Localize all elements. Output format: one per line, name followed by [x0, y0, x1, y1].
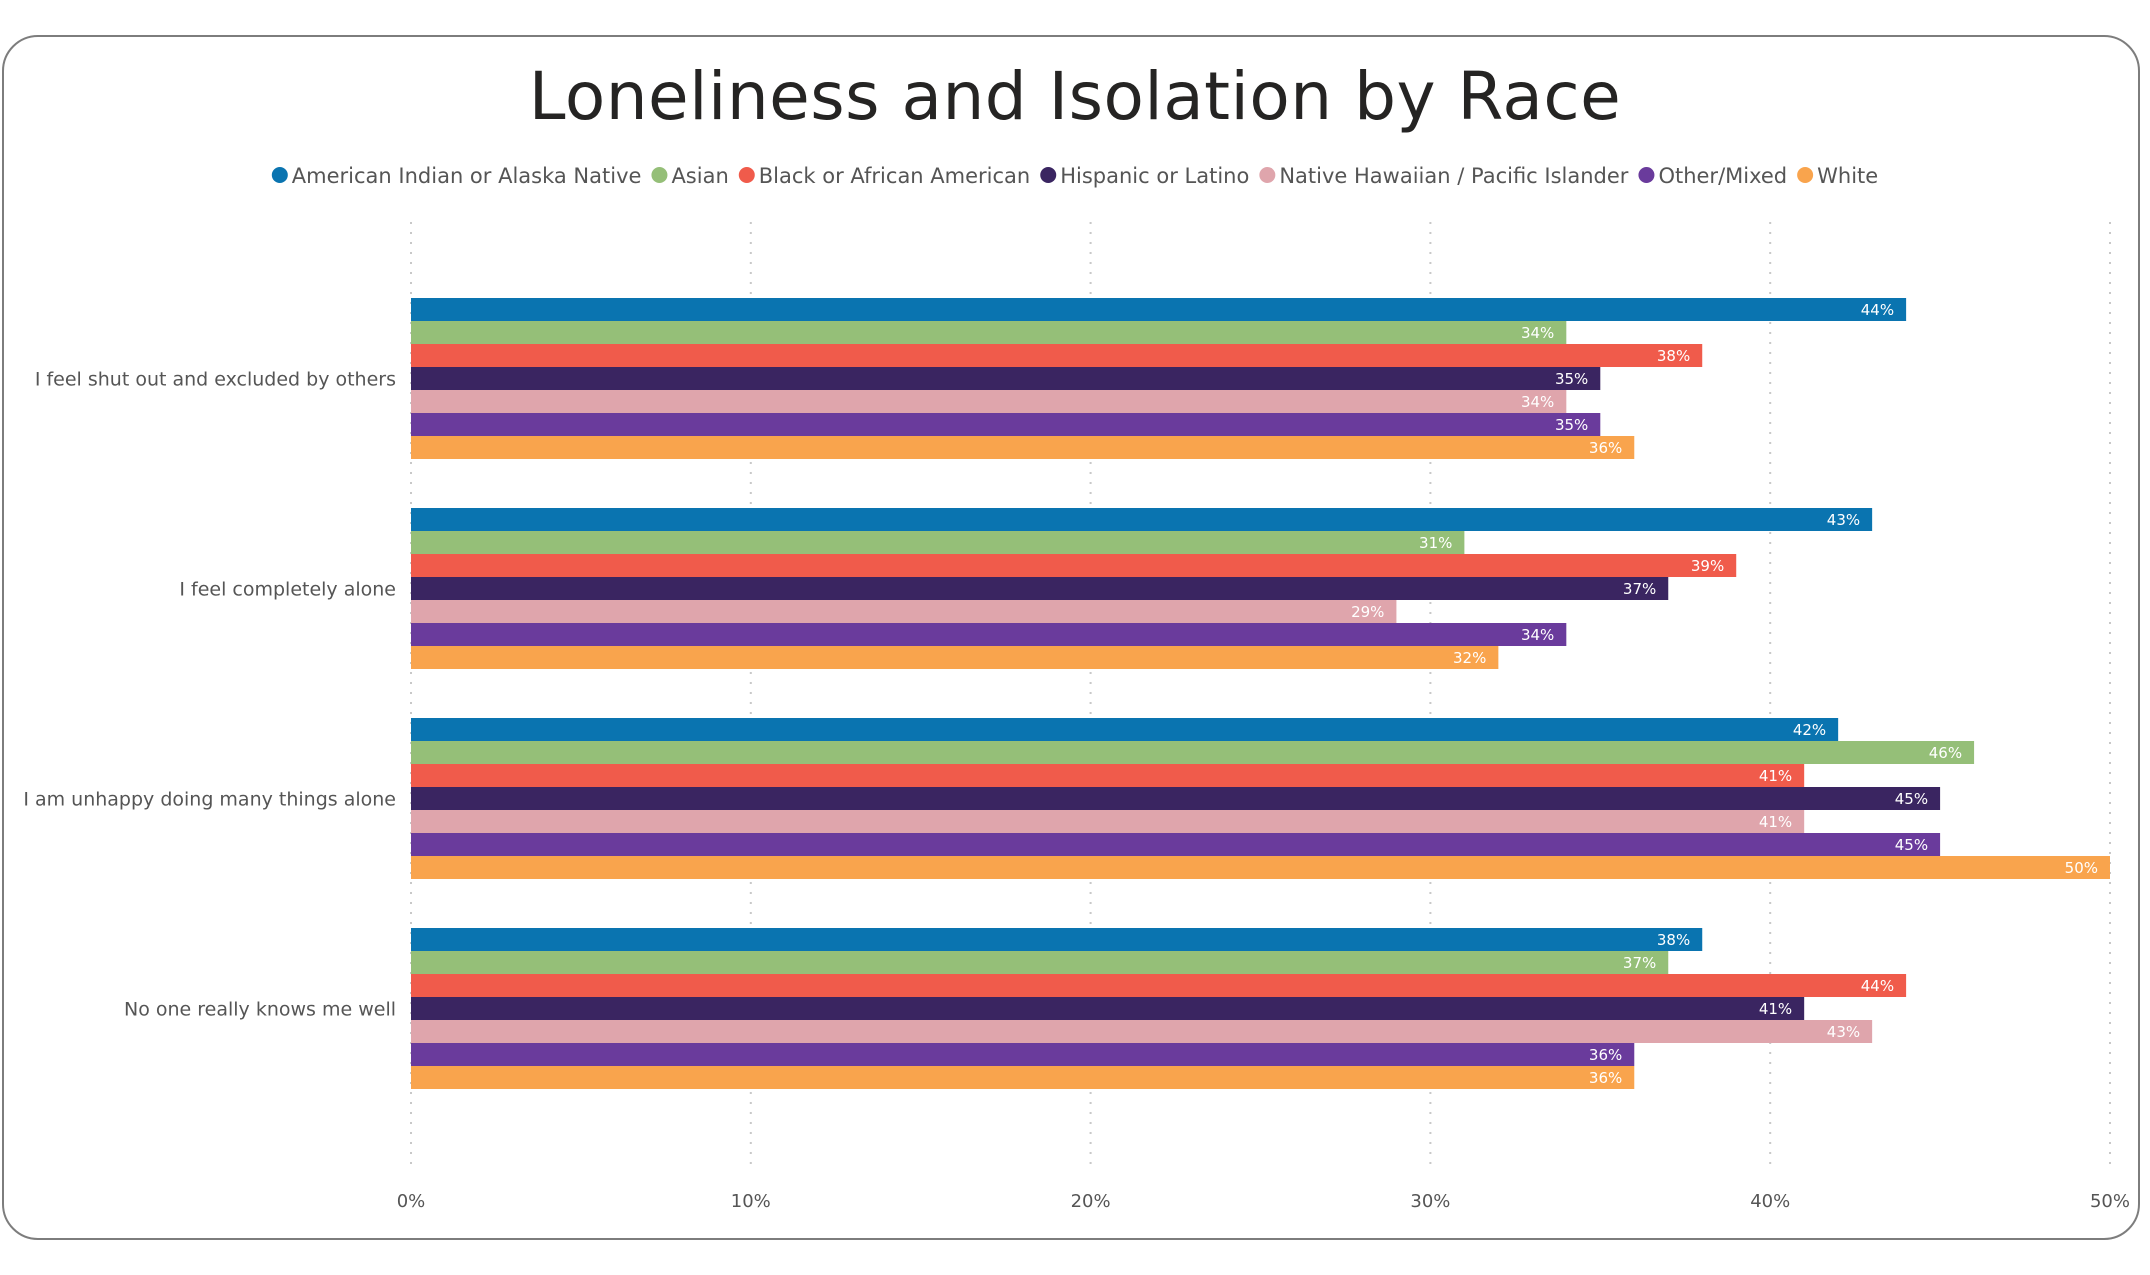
bar-group: 38%37% 44% 41% 43% 36% 36%	[411, 928, 1907, 1089]
x-tick-label: 30%	[1410, 1191, 1450, 1212]
data-label: 45%	[1895, 836, 1928, 854]
legend-label: American Indian or Alaska Native	[292, 164, 642, 188]
bar[interactable]	[411, 554, 1737, 577]
legend-item[interactable]: Native Hawaiian / Pacific Islander	[1259, 164, 1629, 188]
data-label: 41%	[1759, 1000, 1792, 1018]
bar[interactable]	[411, 1020, 1873, 1043]
data-label: 50%	[2065, 859, 2098, 877]
bar[interactable]	[411, 810, 1805, 833]
data-label: 36%	[1589, 1046, 1622, 1064]
category-labels: I feel shut out and excluded by others I …	[23, 369, 396, 1021]
bar[interactable]	[411, 531, 1465, 554]
data-label: 38%	[1657, 931, 1690, 949]
legend-item[interactable]: White	[1797, 164, 1878, 188]
category-label: I feel shut out and excluded by others	[35, 369, 396, 391]
bar-group: 44%34%38%35%34%35%36%	[411, 298, 1907, 459]
bar[interactable]	[411, 508, 1873, 531]
bar[interactable]	[411, 344, 1703, 367]
data-label: 41%	[1759, 813, 1792, 831]
bar[interactable]	[411, 1066, 1635, 1089]
x-tick-label: 40%	[1750, 1191, 1790, 1212]
legend-marker	[1638, 167, 1655, 183]
legend-item[interactable]: Black or African American	[738, 164, 1030, 188]
x-tick-label: 10%	[731, 1191, 771, 1212]
data-label: 34%	[1521, 393, 1554, 411]
bar[interactable]	[411, 856, 2110, 879]
data-label: 43%	[1827, 511, 1860, 529]
x-tick-label: 20%	[1071, 1191, 1111, 1212]
bar-group: 43% 31% 39% 37% 29% 34% 32%	[411, 508, 1873, 669]
data-label: 36%	[1589, 1069, 1622, 1087]
bar[interactable]	[411, 623, 1567, 646]
data-label: 35%	[1555, 416, 1588, 434]
legend: American Indian or Alaska Native Asian Bla…	[271, 164, 1878, 188]
bar-group: 42% 46% 41% 45% 41% 45% 50%	[411, 718, 2110, 879]
legend-label: Other/Mixed	[1658, 164, 1787, 188]
legend-marker	[738, 167, 755, 183]
bar[interactable]	[411, 298, 1907, 321]
bar[interactable]	[411, 764, 1805, 787]
bar[interactable]	[411, 436, 1635, 459]
bar[interactable]	[411, 787, 1941, 810]
legend-item[interactable]: American Indian or Alaska Native	[271, 164, 642, 188]
data-label: 31%	[1419, 534, 1452, 552]
legend-marker	[1040, 167, 1057, 183]
bar[interactable]	[411, 600, 1397, 623]
data-label: 39%	[1691, 557, 1724, 575]
category-label: I am unhappy doing many things alone	[23, 789, 396, 811]
legend-label: Native Hawaiian / Pacific Islander	[1279, 164, 1628, 188]
bar[interactable]	[411, 390, 1567, 413]
data-label: 41%	[1759, 767, 1792, 785]
legend-label: Hispanic or Latino	[1060, 164, 1249, 188]
chart-title: Loneliness and Isolation by Race	[528, 58, 1622, 135]
data-label: 34%	[1521, 324, 1554, 342]
data-label: 44%	[1861, 301, 1894, 319]
bar[interactable]	[411, 951, 1669, 974]
bar[interactable]	[411, 321, 1567, 344]
bar[interactable]	[411, 646, 1499, 669]
bar[interactable]	[411, 974, 1907, 997]
bar[interactable]	[411, 1043, 1635, 1066]
legend-label: White	[1817, 164, 1878, 188]
bar[interactable]	[411, 741, 1975, 764]
bar[interactable]	[411, 928, 1703, 951]
data-label: 36%	[1589, 439, 1622, 457]
bar[interactable]	[411, 718, 1839, 741]
legend-marker	[1259, 167, 1276, 183]
legend-marker	[1797, 167, 1814, 183]
bar[interactable]	[411, 367, 1601, 390]
data-label: 45%	[1895, 790, 1928, 808]
data-label: 37%	[1623, 580, 1656, 598]
data-label: 46%	[1929, 744, 1962, 762]
legend-marker	[651, 167, 668, 183]
category-label: I feel completely alone	[179, 579, 396, 601]
data-label: 32%	[1453, 649, 1486, 667]
x-tick-label: 0%	[397, 1191, 426, 1212]
data-label: 29%	[1351, 603, 1384, 621]
x-tick-label: 50%	[2090, 1191, 2130, 1212]
category-label: No one really knows me well	[124, 999, 396, 1021]
bar[interactable]	[411, 997, 1805, 1020]
legend-marker	[271, 167, 288, 183]
legend-label: Black or African American	[759, 164, 1030, 188]
legend-item[interactable]: Asian	[651, 164, 729, 188]
data-label: 44%	[1861, 977, 1894, 995]
legend-item[interactable]: Hispanic or Latino	[1040, 164, 1249, 188]
data-label: 43%	[1827, 1023, 1860, 1041]
x-axis-ticks: 0% 10% 20% 30% 40% 50%	[397, 1191, 2130, 1212]
bars: 44%34%38%35%34%35%36%43%31%39%37%29%34%3…	[411, 298, 2110, 1089]
data-label: 42%	[1793, 721, 1826, 739]
data-label: 34%	[1521, 626, 1554, 644]
data-label: 38%	[1657, 347, 1690, 365]
bar[interactable]	[411, 413, 1601, 436]
bar[interactable]	[411, 577, 1669, 600]
data-label: 37%	[1623, 954, 1656, 972]
legend-item[interactable]: Other/Mixed	[1638, 164, 1787, 188]
bar[interactable]	[411, 833, 1941, 856]
legend-label: Asian	[671, 164, 728, 188]
data-label: 35%	[1555, 370, 1588, 388]
